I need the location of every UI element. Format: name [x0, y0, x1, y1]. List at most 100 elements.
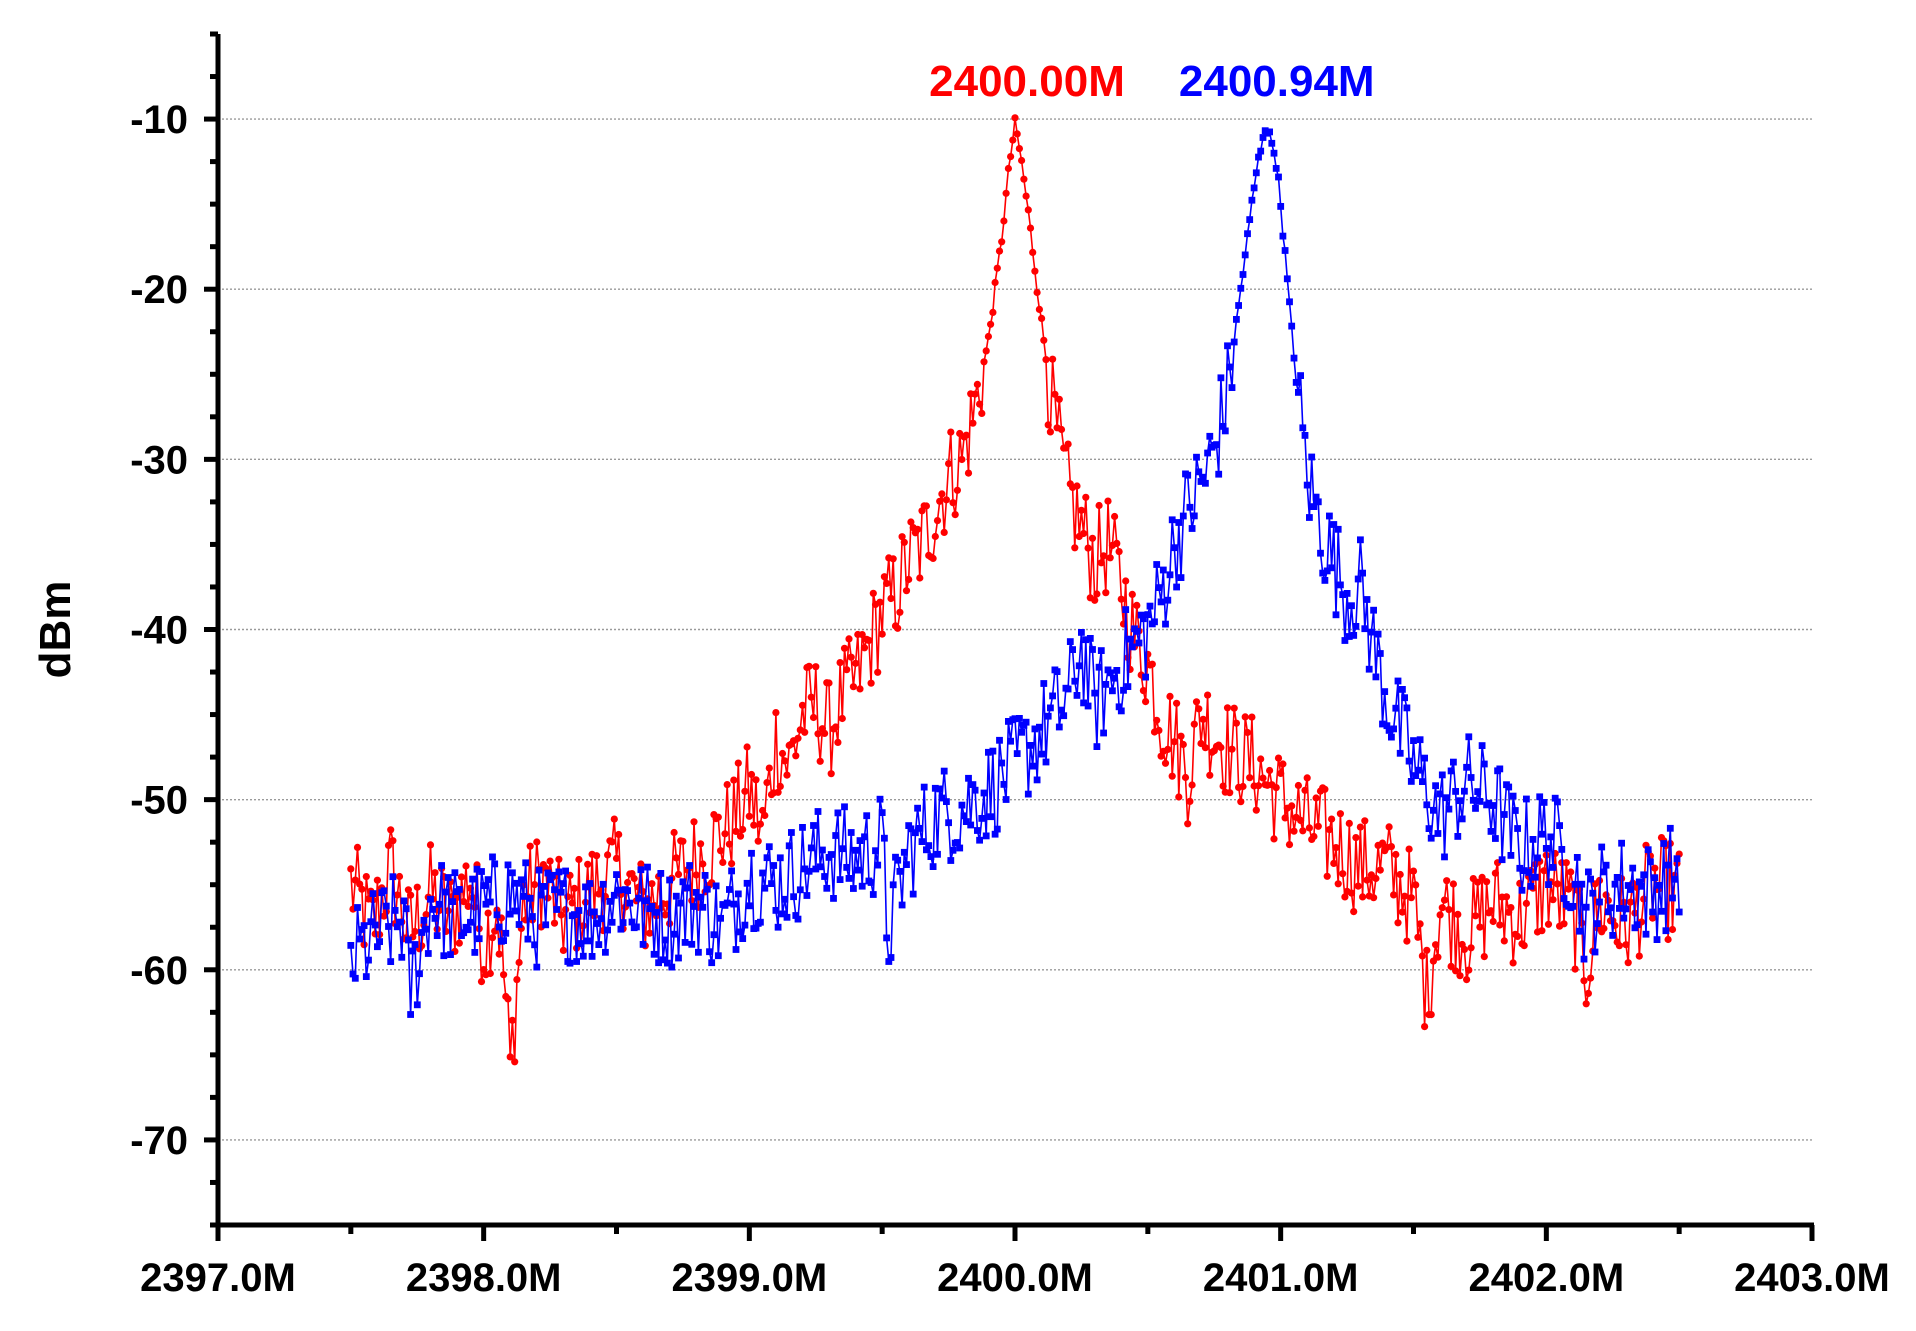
data-point	[1474, 788, 1482, 795]
data-point	[843, 666, 851, 674]
data-point	[1144, 611, 1152, 618]
data-point	[1303, 774, 1311, 782]
data-point	[1469, 796, 1477, 804]
data-point	[504, 995, 512, 1003]
data-point	[1190, 720, 1198, 728]
data-point	[674, 870, 683, 879]
data-point	[1438, 904, 1446, 912]
data-point	[1075, 662, 1083, 670]
data-point	[1018, 156, 1026, 165]
data-point	[1124, 683, 1132, 690]
data-point	[533, 838, 541, 846]
data-point	[1388, 733, 1395, 741]
data-point	[1359, 569, 1366, 577]
data-point	[814, 730, 822, 738]
data-point	[1556, 822, 1563, 829]
data-point	[876, 795, 884, 803]
data-point	[1600, 868, 1608, 876]
data-point	[584, 937, 592, 945]
data-point	[690, 903, 698, 910]
data-point	[1471, 912, 1480, 920]
data-point	[1223, 704, 1232, 712]
data-point	[1352, 623, 1360, 630]
y-tick-label: -60	[130, 949, 188, 993]
data-point	[409, 947, 417, 955]
data-point	[774, 923, 782, 931]
data-point	[1288, 802, 1296, 810]
data-point	[1294, 781, 1302, 790]
data-point	[1498, 856, 1506, 864]
data-point	[982, 347, 990, 355]
data-point	[1354, 882, 1362, 890]
data-point	[1255, 153, 1262, 161]
data-point	[522, 859, 530, 867]
data-point	[1049, 355, 1057, 363]
data-point	[980, 789, 988, 797]
data-point	[1325, 826, 1333, 834]
data-point	[768, 880, 775, 887]
data-point	[723, 899, 731, 907]
data-point	[418, 929, 426, 936]
data-point	[1326, 512, 1333, 520]
data-point	[1553, 880, 1561, 888]
y-tick-label: -50	[130, 779, 188, 823]
data-point	[945, 460, 953, 468]
data-point	[1347, 889, 1356, 897]
data-point	[761, 811, 769, 820]
data-point	[1237, 284, 1245, 292]
data-point	[356, 935, 364, 943]
data-point	[1272, 784, 1280, 792]
data-point	[969, 419, 977, 427]
data-point	[1106, 669, 1114, 677]
data-point	[1585, 868, 1592, 876]
data-point	[1330, 859, 1338, 868]
data-point	[1217, 374, 1225, 382]
data-point	[1142, 673, 1149, 681]
data-point	[1436, 790, 1444, 798]
data-point	[526, 894, 534, 902]
data-point	[1091, 689, 1099, 697]
data-point	[1230, 338, 1238, 346]
data-point	[836, 876, 844, 883]
data-point	[967, 821, 975, 829]
data-point	[488, 934, 497, 942]
data-point	[759, 869, 766, 877]
axes	[204, 31, 1815, 1241]
data-point	[659, 956, 667, 964]
data-point	[1407, 778, 1415, 785]
data-point	[726, 886, 733, 893]
data-point	[883, 934, 890, 942]
data-point	[560, 880, 567, 887]
data-point	[739, 825, 747, 834]
data-point	[1622, 941, 1630, 949]
data-point	[1295, 389, 1302, 396]
data-point	[1609, 932, 1617, 939]
data-point	[761, 884, 769, 892]
data-point	[996, 736, 1003, 744]
data-point	[962, 431, 970, 439]
data-point	[562, 867, 569, 875]
data-point	[371, 921, 379, 929]
data-point	[478, 868, 485, 875]
data-point	[974, 827, 981, 834]
data-point	[1038, 314, 1046, 322]
data-point	[958, 801, 966, 809]
data-point	[471, 903, 479, 911]
data-point	[1370, 894, 1378, 902]
data-point	[1166, 692, 1174, 701]
data-point	[1363, 876, 1371, 884]
data-point	[894, 624, 902, 632]
data-point	[1133, 628, 1141, 635]
data-point	[672, 892, 680, 900]
data-point	[889, 555, 897, 563]
data-point	[504, 861, 512, 869]
data-point	[1277, 769, 1285, 778]
data-point	[1051, 390, 1059, 398]
data-point	[1666, 824, 1674, 832]
data-point	[1299, 424, 1307, 432]
data-point	[1033, 288, 1041, 297]
data-point	[1341, 893, 1349, 901]
data-point	[763, 779, 771, 787]
data-point	[506, 1053, 514, 1061]
data-point	[542, 921, 550, 929]
